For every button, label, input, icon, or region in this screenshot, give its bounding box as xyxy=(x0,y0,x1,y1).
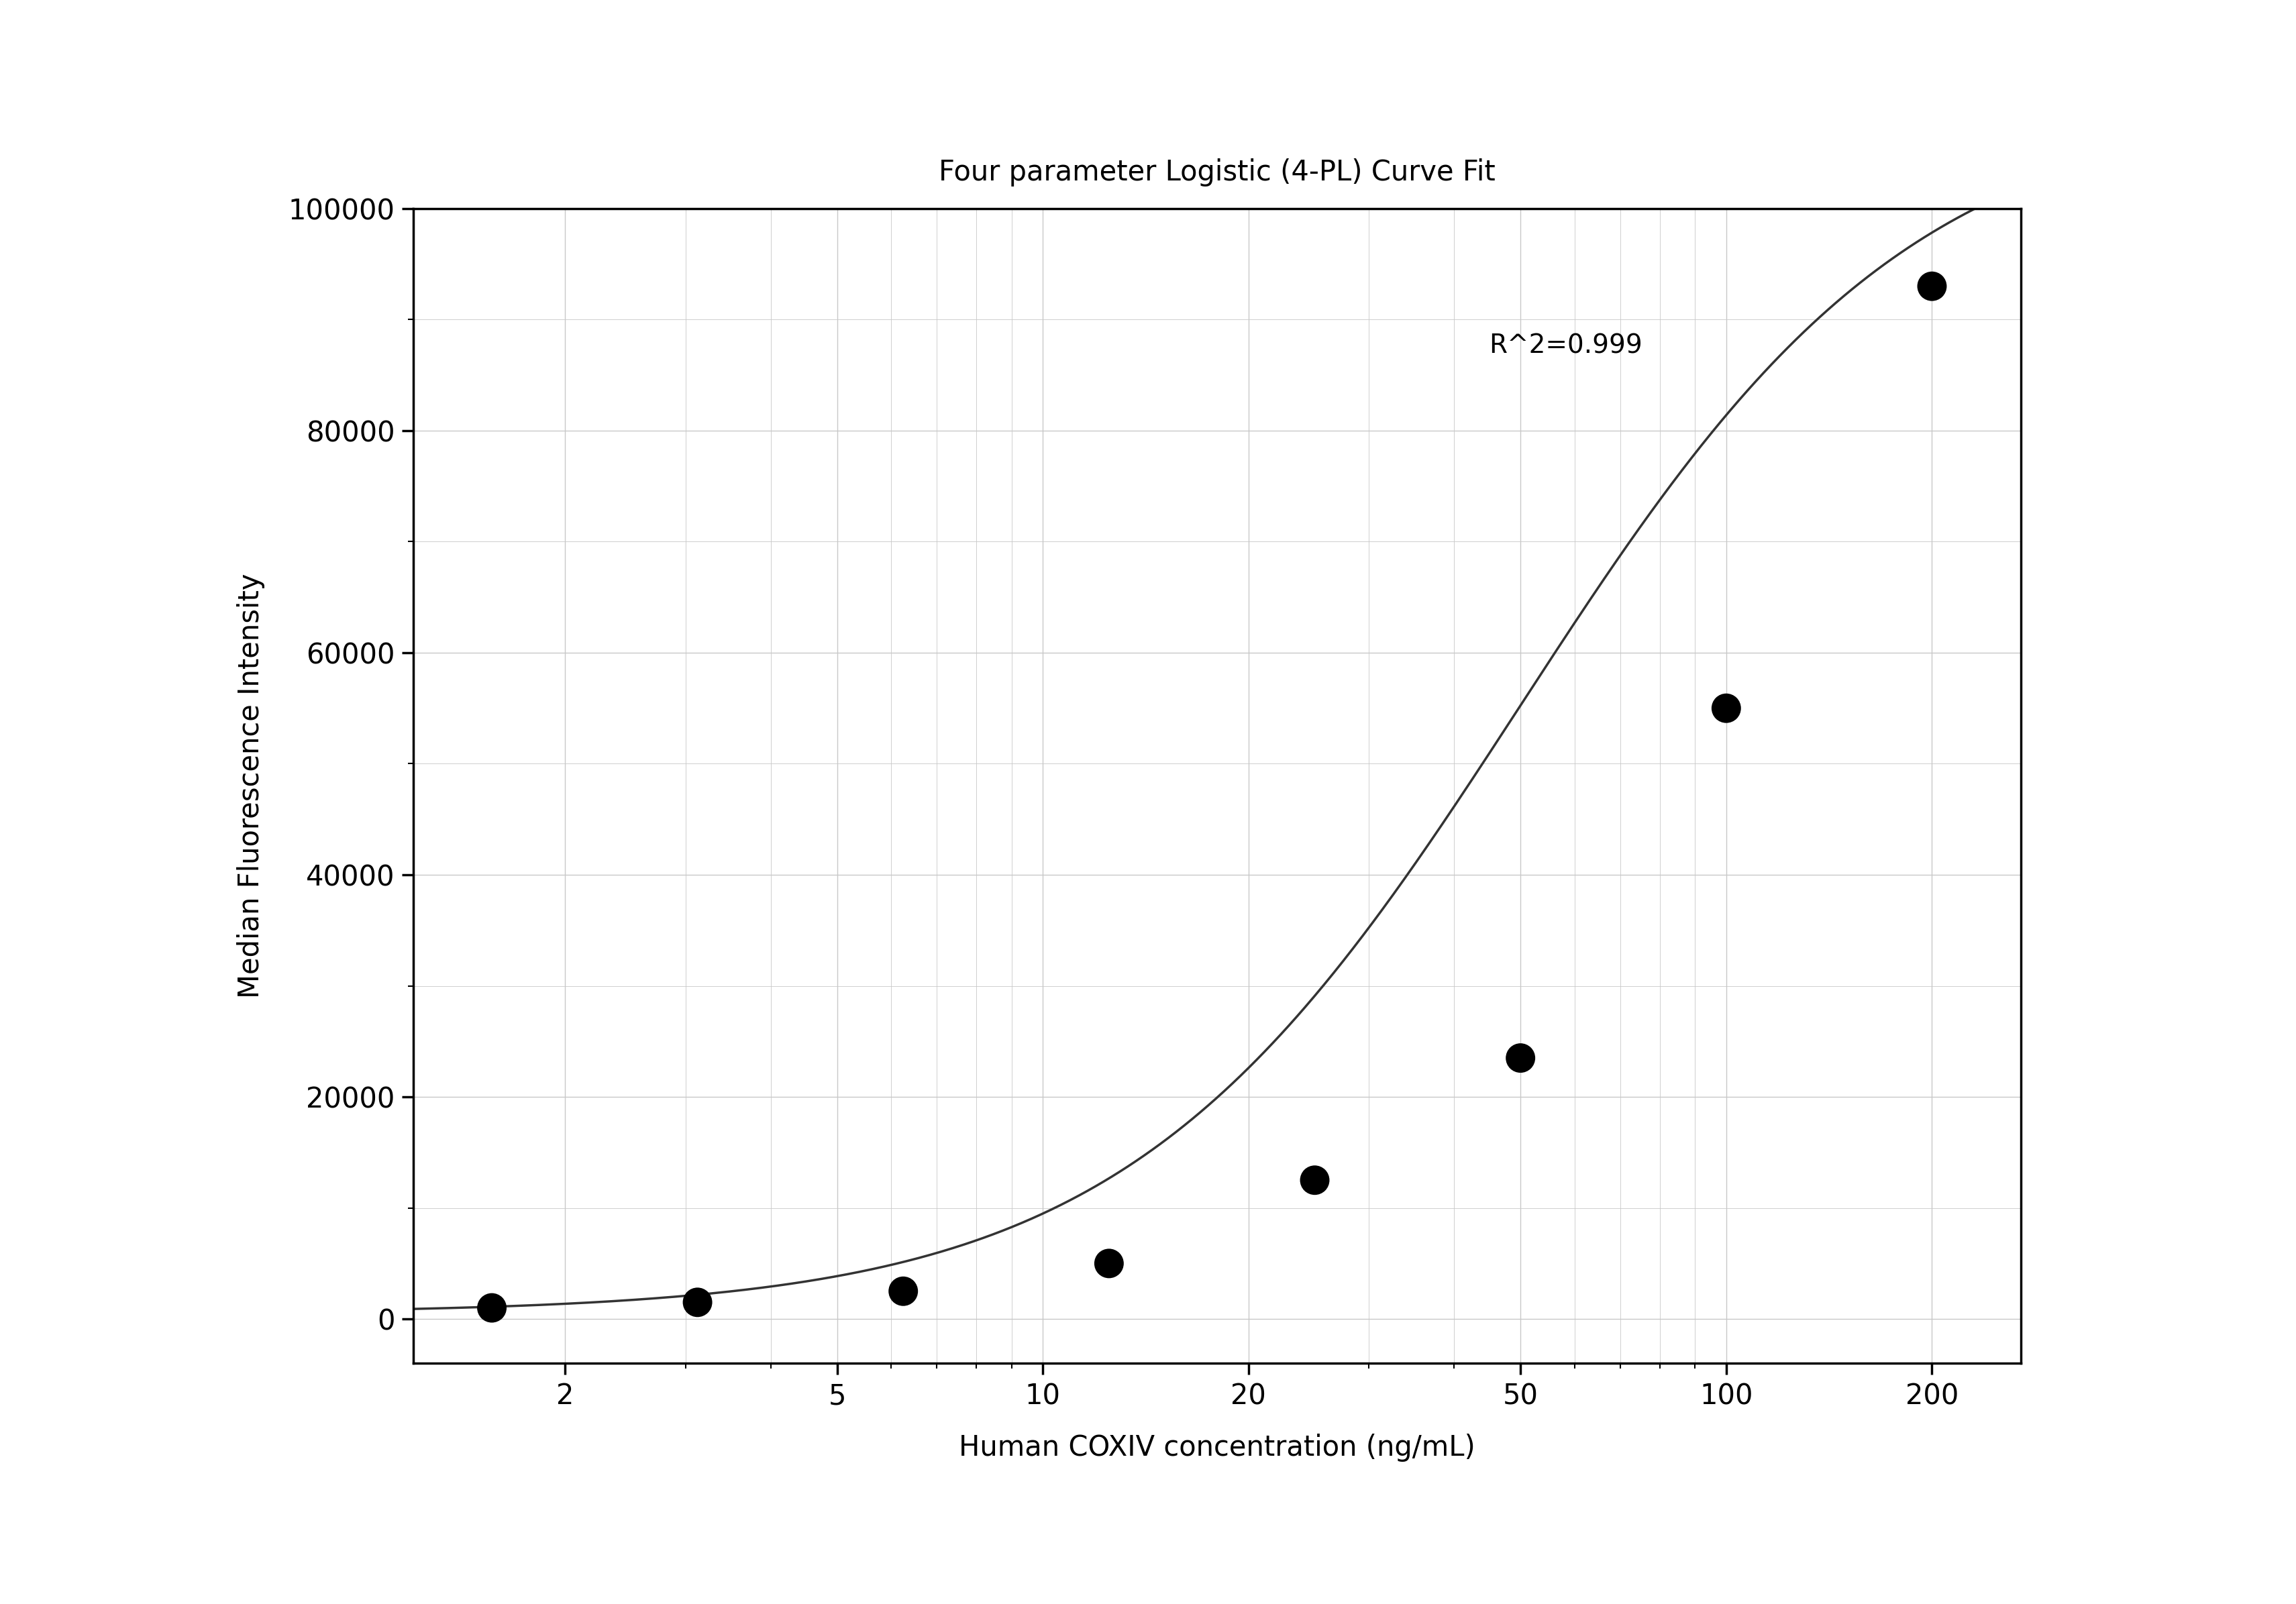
Point xyxy=(680,1290,716,1315)
Text: R^2=0.999: R^2=0.999 xyxy=(1488,332,1642,358)
X-axis label: Human COXIV concentration (ng/mL): Human COXIV concentration (ng/mL) xyxy=(960,1434,1474,1461)
Point xyxy=(1091,1251,1127,1277)
Point xyxy=(884,1278,921,1304)
Point xyxy=(1295,1168,1332,1193)
Point xyxy=(1913,273,1949,298)
Point xyxy=(1708,696,1745,722)
Point xyxy=(473,1294,510,1320)
Point xyxy=(1502,1046,1538,1071)
Title: Four parameter Logistic (4-PL) Curve Fit: Four parameter Logistic (4-PL) Curve Fit xyxy=(939,159,1495,186)
Y-axis label: Median Fluorescence Intensity: Median Fluorescence Intensity xyxy=(236,574,264,998)
